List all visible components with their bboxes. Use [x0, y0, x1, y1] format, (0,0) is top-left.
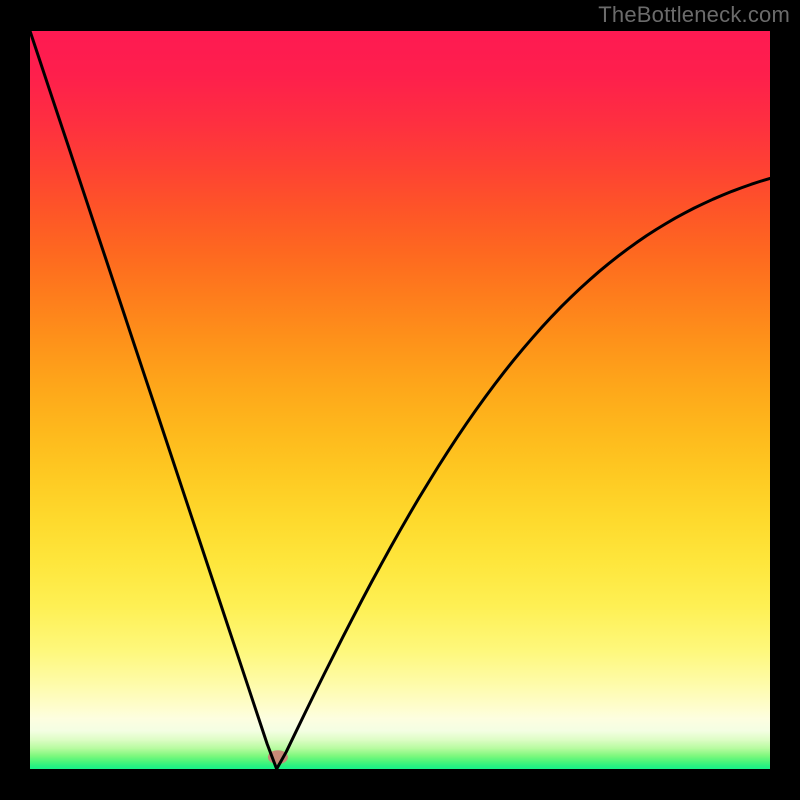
curve-layer [0, 0, 800, 800]
plot-frame [30, 31, 771, 770]
stage: TheBottleneck.com [0, 0, 800, 800]
bottleneck-curve [30, 31, 770, 769]
watermark-text: TheBottleneck.com [598, 2, 790, 28]
